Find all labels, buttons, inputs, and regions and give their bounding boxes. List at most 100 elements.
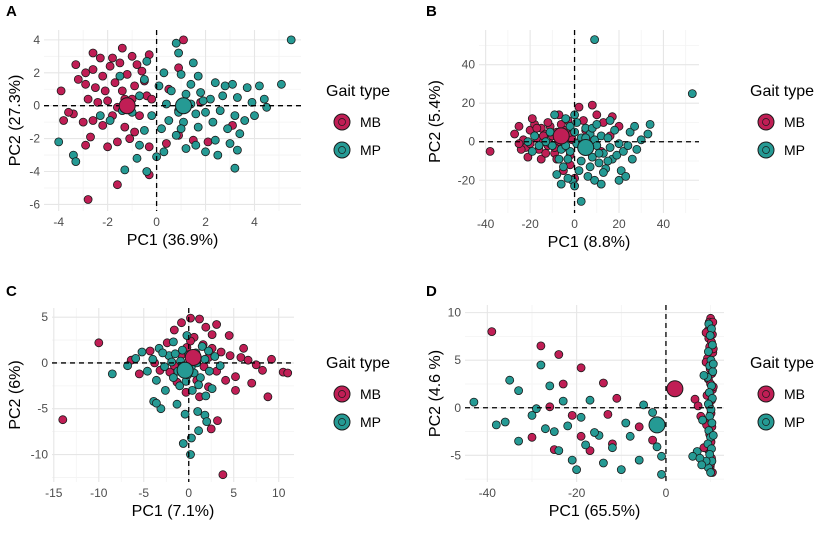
point-MP xyxy=(583,171,593,181)
point-MB xyxy=(58,415,68,425)
point-MP xyxy=(204,346,213,356)
y-tick-label: -5 xyxy=(37,402,48,416)
centroid-MB xyxy=(184,349,202,366)
point-MB xyxy=(218,470,228,480)
point-MP xyxy=(172,399,182,409)
point-MP xyxy=(634,455,644,465)
legend-label-MP: MP xyxy=(784,414,805,430)
point-MP xyxy=(530,131,539,141)
point-MP xyxy=(186,79,196,89)
point-MB xyxy=(236,353,246,362)
point-MB xyxy=(203,137,213,147)
point-MP xyxy=(182,331,192,340)
point-MP xyxy=(120,165,130,175)
point-MB xyxy=(88,116,98,125)
point-MB xyxy=(195,314,204,324)
point-MP xyxy=(632,144,642,154)
point-MP xyxy=(181,144,191,153)
y-tick-label: 5 xyxy=(41,310,48,324)
point-MB xyxy=(130,81,140,91)
point-MP xyxy=(167,357,177,367)
point-MB xyxy=(105,61,115,71)
point-MB xyxy=(91,83,100,92)
point-MP xyxy=(567,455,577,465)
point-MP xyxy=(590,175,599,185)
point-MB xyxy=(212,320,222,329)
x-tick-label: 0 xyxy=(571,217,578,231)
point-MP xyxy=(232,145,242,155)
legend-label-MB: MB xyxy=(784,114,805,130)
point-MP xyxy=(534,141,544,151)
point-MP xyxy=(259,94,269,104)
panel-label: D xyxy=(426,283,437,300)
legend: Gait type MB MP xyxy=(326,83,390,159)
point-MP xyxy=(616,465,626,475)
point-MB xyxy=(576,431,586,441)
point-MB xyxy=(283,368,293,378)
point-MP xyxy=(585,162,595,172)
point-MP xyxy=(612,150,622,160)
point-MP xyxy=(603,156,613,166)
point-MP xyxy=(187,385,197,395)
point-MP xyxy=(599,458,608,468)
point-MP xyxy=(708,430,718,440)
point-MB xyxy=(247,378,257,388)
point-MB xyxy=(64,107,73,117)
point-MB xyxy=(120,122,130,132)
legend-key-inner-MB xyxy=(338,390,346,398)
x-tick-label: 10 xyxy=(272,486,286,500)
x-tick-label: 0 xyxy=(185,486,192,500)
point-MP xyxy=(576,412,586,422)
point-MP xyxy=(636,135,646,145)
point-MB xyxy=(213,416,222,426)
point-MP xyxy=(204,366,214,376)
point-MP xyxy=(54,137,64,147)
grid xyxy=(465,305,724,482)
point-MP xyxy=(708,340,717,350)
point-MP xyxy=(623,141,633,151)
point-MB xyxy=(179,35,188,45)
legend-title: Gait type xyxy=(750,83,814,100)
y-axis-title: PC2 (4.6 %) xyxy=(427,350,444,437)
point-MP xyxy=(200,354,210,364)
grid xyxy=(479,30,699,213)
legend-label-MP: MP xyxy=(784,142,805,158)
point-MP xyxy=(688,451,698,461)
point-MP xyxy=(616,166,626,176)
point-MP xyxy=(572,465,581,475)
point-MB xyxy=(78,117,88,127)
point-MP xyxy=(581,440,590,450)
point-MB xyxy=(110,78,120,88)
x-axis-title: PC1 (8.8%) xyxy=(548,234,631,251)
point-MB xyxy=(603,409,613,419)
point-MP xyxy=(107,369,117,379)
point-MP xyxy=(139,125,149,135)
y-tick-label: 10 xyxy=(448,306,462,320)
point-MB xyxy=(239,343,249,353)
point-MB xyxy=(648,435,657,445)
y-tick-label: -6 xyxy=(29,197,40,211)
point-MP xyxy=(705,331,715,340)
x-tick-label: -4 xyxy=(53,215,64,229)
legend-label-MP: MP xyxy=(360,142,381,158)
legend-label-MB: MB xyxy=(784,386,805,402)
y-tick-label: 2 xyxy=(33,66,40,80)
points xyxy=(469,313,718,479)
point-MB xyxy=(132,60,142,69)
point-MP xyxy=(186,433,196,443)
point-MP xyxy=(176,70,186,79)
point-MB xyxy=(599,378,608,388)
point-MP xyxy=(135,91,144,101)
point-MP xyxy=(139,75,149,84)
point-MP xyxy=(545,381,555,391)
point-MP xyxy=(576,156,586,166)
x-tick-label: -40 xyxy=(477,217,495,231)
point-MB xyxy=(93,98,103,107)
point-MP xyxy=(215,106,225,115)
point-MP xyxy=(652,442,662,452)
point-MP xyxy=(160,385,170,395)
point-MP xyxy=(177,345,187,355)
point-MP xyxy=(554,154,564,164)
point-MP xyxy=(286,35,296,45)
point-MP xyxy=(166,86,176,96)
